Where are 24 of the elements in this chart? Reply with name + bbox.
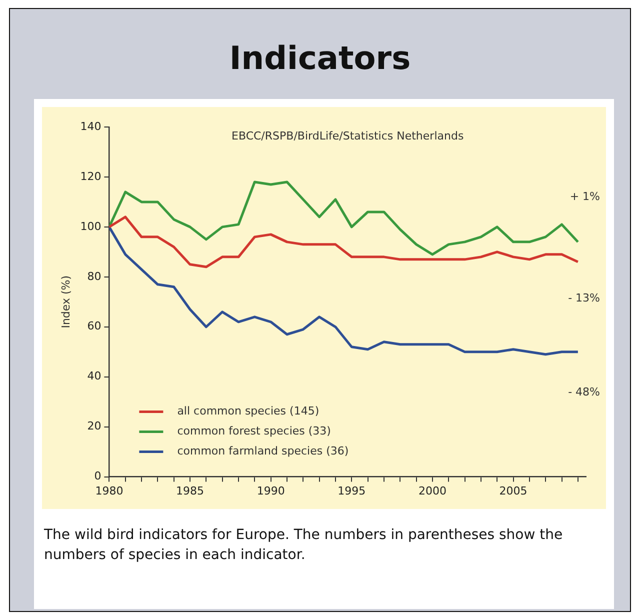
y-tick-label: 80	[87, 270, 102, 283]
y-tick-label: 60	[87, 320, 102, 333]
annotation: - 48%	[568, 386, 600, 399]
legend-label: common forest species (33)	[177, 424, 331, 438]
annotation: - 13%	[568, 291, 600, 304]
x-tick-label: 1985	[176, 484, 204, 498]
y-axis-title: Index (%)	[59, 275, 72, 328]
chart-title: Indicators	[228, 39, 412, 77]
x-tick-label: 1995	[338, 484, 366, 498]
y-tick-label: 100	[80, 220, 102, 233]
text: The wild bird indicators for Europe. The numbers in parentheses show the numbers of species in each indicator.	[44, 526, 564, 565]
y-tick-label: 20	[87, 420, 102, 433]
annotation: + 1%	[570, 190, 600, 203]
y-tick-label: 40	[87, 370, 102, 383]
x-tick-label: 1990	[256, 484, 285, 498]
x-tick-label: 2000	[418, 484, 446, 498]
x-tick-label: 2005	[499, 484, 528, 498]
y-tick-label: 140	[80, 120, 102, 133]
legend-label: common farmland species (36)	[177, 444, 349, 458]
y-tick-label: 0	[94, 470, 102, 483]
x-tick-label: 1980	[95, 484, 124, 498]
annotation: EBCC/RSPB/BirdLife/Statistics Netherlands	[232, 129, 464, 142]
y-tick-label: 120	[80, 170, 102, 183]
legend-label: all common species (145)	[177, 404, 320, 418]
